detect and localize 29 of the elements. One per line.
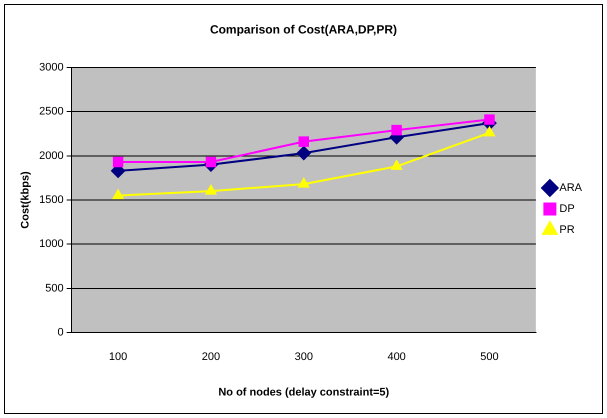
y-tick-label: 1500 <box>39 194 64 206</box>
point <box>206 156 216 168</box>
y-tick-label: 500 <box>45 282 64 294</box>
legend-label: ARA <box>559 182 583 194</box>
point <box>298 136 310 147</box>
point <box>391 124 402 136</box>
x-axis-title: No of nodes (delay constraint=5) <box>218 386 390 398</box>
x-tick-label: 500 <box>480 351 499 364</box>
point <box>484 126 495 136</box>
chart-title: Comparison of Cost(ARA,DP,PR) <box>210 22 398 37</box>
y-axis-title: Cost(kbps) <box>20 170 32 229</box>
point <box>206 185 216 195</box>
x-tick-label: 200 <box>202 351 220 364</box>
y-tick-label: 3000 <box>39 61 64 74</box>
y-tick-label: 2000 <box>39 150 64 162</box>
x-tick-label: 100 <box>108 351 128 364</box>
y-tick-label: 0 <box>58 326 64 339</box>
point <box>484 114 495 125</box>
point <box>298 178 310 188</box>
y-tick-label: 2500 <box>39 106 64 118</box>
y-tick-label: 1000 <box>39 238 64 250</box>
x-tick-label: 300 <box>294 351 313 364</box>
x-tick-label: 400 <box>387 351 406 364</box>
point <box>112 190 124 200</box>
point <box>391 160 402 170</box>
point <box>112 156 124 168</box>
point <box>296 146 311 160</box>
legend-label: PR <box>559 224 575 236</box>
legend-label: DP <box>559 203 575 216</box>
